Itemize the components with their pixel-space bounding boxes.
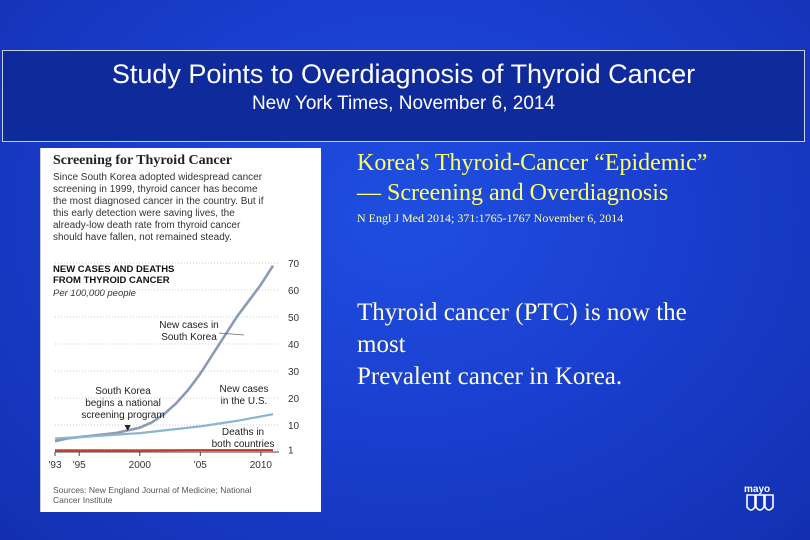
chart-title-line: FROM THYROID CANCER bbox=[53, 275, 170, 286]
statement-line: most bbox=[357, 331, 406, 358]
x-tick-label: '93 bbox=[48, 460, 61, 471]
annotation-deaths: Deaths in bbox=[222, 427, 264, 438]
y-tick-label: 60 bbox=[288, 286, 300, 297]
statement-line: Thyroid cancer (PTC) is now the bbox=[357, 299, 687, 326]
figure-description-line: should have fallen, not remained steady. bbox=[53, 232, 232, 243]
figure-heading: Screening for Thyroid Cancer bbox=[53, 153, 233, 168]
y-tick-label: 10 bbox=[288, 421, 300, 432]
x-tick-label: 2010 bbox=[250, 460, 273, 471]
figure-source-line: Cancer Institute bbox=[53, 495, 113, 505]
mayo-logo: mayo bbox=[744, 484, 776, 514]
y-tick-label: 40 bbox=[288, 340, 300, 351]
y-tick-label: 30 bbox=[288, 367, 300, 378]
figure-description-line: screening in 1999, thyroid cancer has be… bbox=[53, 184, 258, 195]
figure-description-line: already-low death rate from thyroid canc… bbox=[53, 220, 241, 231]
statement-line: Prevalent cancer in Korea. bbox=[357, 363, 623, 390]
figure-description-line: the most diagnosed cancer in the country… bbox=[53, 196, 264, 207]
logo-text: mayo bbox=[744, 484, 771, 495]
citation-reference: N Engl J Med 2014; 371:1765-1767 Novembe… bbox=[357, 211, 624, 225]
annotation-deaths: both countries bbox=[212, 439, 275, 450]
figure-description-line: Since South Korea adopted widespread can… bbox=[53, 172, 263, 183]
screening-marker-icon bbox=[124, 425, 131, 431]
slide-title-box: Study Points to Overdiagnosis of Thyroid… bbox=[2, 50, 805, 142]
figure-description-line: this early detection were saving lives, … bbox=[53, 208, 235, 219]
annotation-korea-cases: New cases in bbox=[159, 320, 218, 331]
figure-description: Since South Korea adopted widespread can… bbox=[53, 172, 311, 244]
citation-title: Korea's Thyroid-Cancer “Epidemic” — Scre… bbox=[357, 148, 797, 208]
slide-title: Study Points to Overdiagnosis of Thyroid… bbox=[111, 59, 696, 89]
y-tick-label: 20 bbox=[288, 394, 300, 405]
statement-text: Thyroid cancer (PTC) is now the most Pre… bbox=[357, 297, 777, 393]
y-tick-label: 70 bbox=[288, 259, 300, 270]
x-tick-label: '95 bbox=[73, 460, 86, 471]
chart-title: NEW CASES AND DEATHS FROM THYROID CANCER bbox=[53, 264, 174, 286]
annotation-leader bbox=[218, 332, 245, 336]
annotation-us-cases: New cases bbox=[220, 384, 269, 395]
figure-source-line: Sources: New England Journal of Medicine… bbox=[53, 485, 252, 495]
annotation-screening: begins a national bbox=[85, 398, 161, 409]
citation-title-line: — Screening and Overdiagnosis bbox=[357, 180, 669, 206]
slide-subtitle: New York Times, November 6, 2014 bbox=[251, 93, 556, 114]
figure-source: Sources: New England Journal of Medicine… bbox=[53, 485, 303, 505]
y-tick-label: 50 bbox=[288, 313, 300, 324]
annotation-korea-cases: South Korea bbox=[161, 332, 217, 343]
annotation-screening: screening program bbox=[81, 410, 164, 421]
chart-title-line: NEW CASES AND DEATHS bbox=[53, 264, 175, 275]
series-line-us bbox=[54, 413, 274, 440]
annotation-us-cases: in the U.S. bbox=[221, 396, 268, 407]
chart-unit: Per 100,000 people bbox=[53, 288, 136, 299]
annotation-screening: South Korea bbox=[95, 386, 151, 397]
citation-title-line: Korea's Thyroid-Cancer “Epidemic” bbox=[357, 150, 708, 176]
mayo-shield-icon bbox=[746, 494, 774, 511]
y-tick-label: 1 bbox=[288, 445, 294, 456]
x-tick-label: '05 bbox=[194, 460, 207, 471]
newspaper-figure: Screening for Thyroid Cancer Since South… bbox=[40, 148, 321, 512]
x-tick-label: 2000 bbox=[129, 460, 152, 471]
thyroid-chart: 1 10 20 30 40 50 60 70 '93 '95 2000 '05 2010 New case… bbox=[48, 259, 300, 471]
